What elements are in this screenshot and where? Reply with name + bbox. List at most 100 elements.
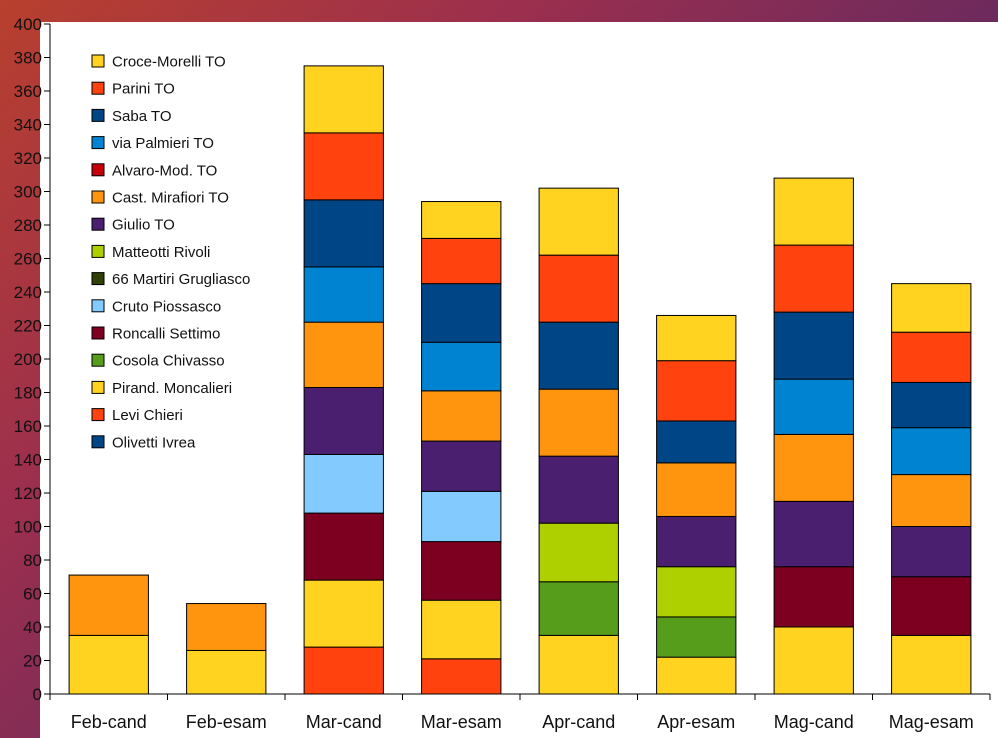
bar-segment — [303, 579, 384, 648]
legend-swatch — [91, 163, 105, 177]
bar-segment — [891, 634, 972, 695]
bar-segment — [303, 132, 384, 201]
bar-segment — [421, 283, 502, 343]
bar-segment — [303, 199, 384, 268]
legend-swatch — [91, 408, 105, 422]
bar-segment — [538, 455, 619, 524]
bar-segment — [656, 420, 737, 464]
y-axis: 0 20 40 60 80 100 120 140 160 180 200 220 240 260 280 3… — [14, 15, 51, 704]
bar-segment — [891, 526, 972, 578]
legend-label: Parini TO — [112, 81, 175, 98]
bar-segment — [773, 177, 854, 246]
legend-label: Levi Chieri — [112, 407, 183, 424]
x-tick-label: Mag-cand — [774, 712, 854, 732]
bar-segment — [303, 512, 384, 581]
legend: Croce-Morelli TO Parini TO Saba TO via Palm… — [91, 54, 250, 451]
legend-swatch — [91, 244, 105, 258]
bar-segment — [421, 490, 502, 543]
bar-segment — [656, 566, 737, 618]
bar-segment — [773, 311, 854, 380]
x-tick-label: Mar-esam — [421, 712, 502, 732]
y-tick-label: 380 — [14, 49, 42, 68]
legend-label: Cast. Mirafiori TO — [112, 190, 229, 207]
bar-segment — [656, 462, 737, 517]
bar-segment — [538, 321, 619, 390]
y-tick-label: 280 — [14, 216, 42, 235]
legend-label: 66 Martiri Grugliasco — [112, 271, 250, 288]
legend-swatch — [91, 108, 105, 122]
legend-label: Cruto Piossasco — [112, 298, 221, 315]
y-tick-label: 60 — [23, 585, 42, 604]
legend-swatch — [91, 380, 105, 394]
legend-label: Matteotti Rivoli — [112, 244, 210, 261]
bar-segment — [421, 390, 502, 442]
legend-swatch — [91, 190, 105, 204]
x-tick-label: Mar-cand — [306, 712, 382, 732]
legend-swatch — [91, 326, 105, 340]
y-tick-label: 200 — [14, 350, 42, 369]
y-tick-label: 140 — [14, 451, 42, 470]
y-tick-label: 120 — [14, 484, 42, 503]
legend-label: Pirand. Moncalieri — [112, 380, 232, 397]
y-tick-label: 320 — [14, 149, 42, 168]
bar-segment — [773, 500, 854, 568]
bar-segment — [186, 649, 267, 695]
bar-segment — [891, 381, 972, 429]
legend-label: Croce-Morelli TO — [112, 54, 226, 71]
x-tick-label: Feb-esam — [186, 712, 267, 732]
legend-swatch — [91, 353, 105, 367]
bar-segment — [656, 656, 737, 695]
bar-segment — [538, 522, 619, 583]
bar-segment — [538, 581, 619, 636]
bar-segment — [773, 433, 854, 502]
bar-segment — [303, 386, 384, 455]
x-tick-label: Feb-cand — [71, 712, 147, 732]
legend-swatch — [91, 81, 105, 95]
y-tick-label: 360 — [14, 82, 42, 101]
y-tick-label: 40 — [23, 618, 42, 637]
legend-swatch — [91, 299, 105, 313]
legend-swatch — [91, 435, 105, 449]
bar-segment — [891, 474, 972, 528]
bar-segment — [891, 331, 972, 383]
y-tick-label: 260 — [14, 250, 42, 269]
y-tick-label: 160 — [14, 417, 42, 436]
bar-segment — [303, 646, 384, 695]
legend-label: Cosola Chivasso — [112, 353, 225, 370]
x-tick-label: Apr-esam — [657, 712, 735, 732]
bar-segment — [421, 201, 502, 239]
bar-segment — [421, 341, 502, 392]
legend-label: Roncalli Settimo — [112, 326, 220, 343]
bar-segment — [303, 453, 384, 514]
bar-segment — [773, 566, 854, 628]
legend-label: Olivetti Ivrea — [112, 434, 196, 451]
y-tick-label: 400 — [14, 15, 42, 34]
y-tick-label: 240 — [14, 283, 42, 302]
y-tick-label: 0 — [33, 685, 42, 704]
bar-segment — [68, 574, 149, 636]
bar-segment — [891, 576, 972, 636]
bar-segment — [656, 314, 737, 362]
bar-segment — [773, 244, 854, 313]
y-tick-label: 80 — [23, 551, 42, 570]
bar-segment — [303, 65, 384, 134]
y-tick-label: 300 — [14, 183, 42, 202]
bar-segment — [421, 440, 502, 492]
y-tick-label: 220 — [14, 317, 42, 336]
legend-swatch — [91, 54, 105, 68]
bar-segment — [421, 599, 502, 660]
bar-segment — [421, 541, 502, 601]
bar-segment — [656, 515, 737, 568]
x-tick-label: Mag-esam — [889, 712, 974, 732]
bar-segment — [891, 427, 972, 476]
bar-segment — [656, 360, 737, 422]
legend-swatch — [91, 217, 105, 231]
bar-segment — [538, 634, 619, 695]
legend-label: Giulio TO — [112, 217, 175, 234]
x-axis: Feb-cand Feb-esam Mar-cand Mar-esam Apr-cand… — [49, 693, 991, 732]
bar-stacks — [68, 65, 972, 695]
bar-segment — [186, 603, 267, 651]
bar-segment — [303, 266, 384, 323]
bar-segment — [421, 237, 502, 285]
